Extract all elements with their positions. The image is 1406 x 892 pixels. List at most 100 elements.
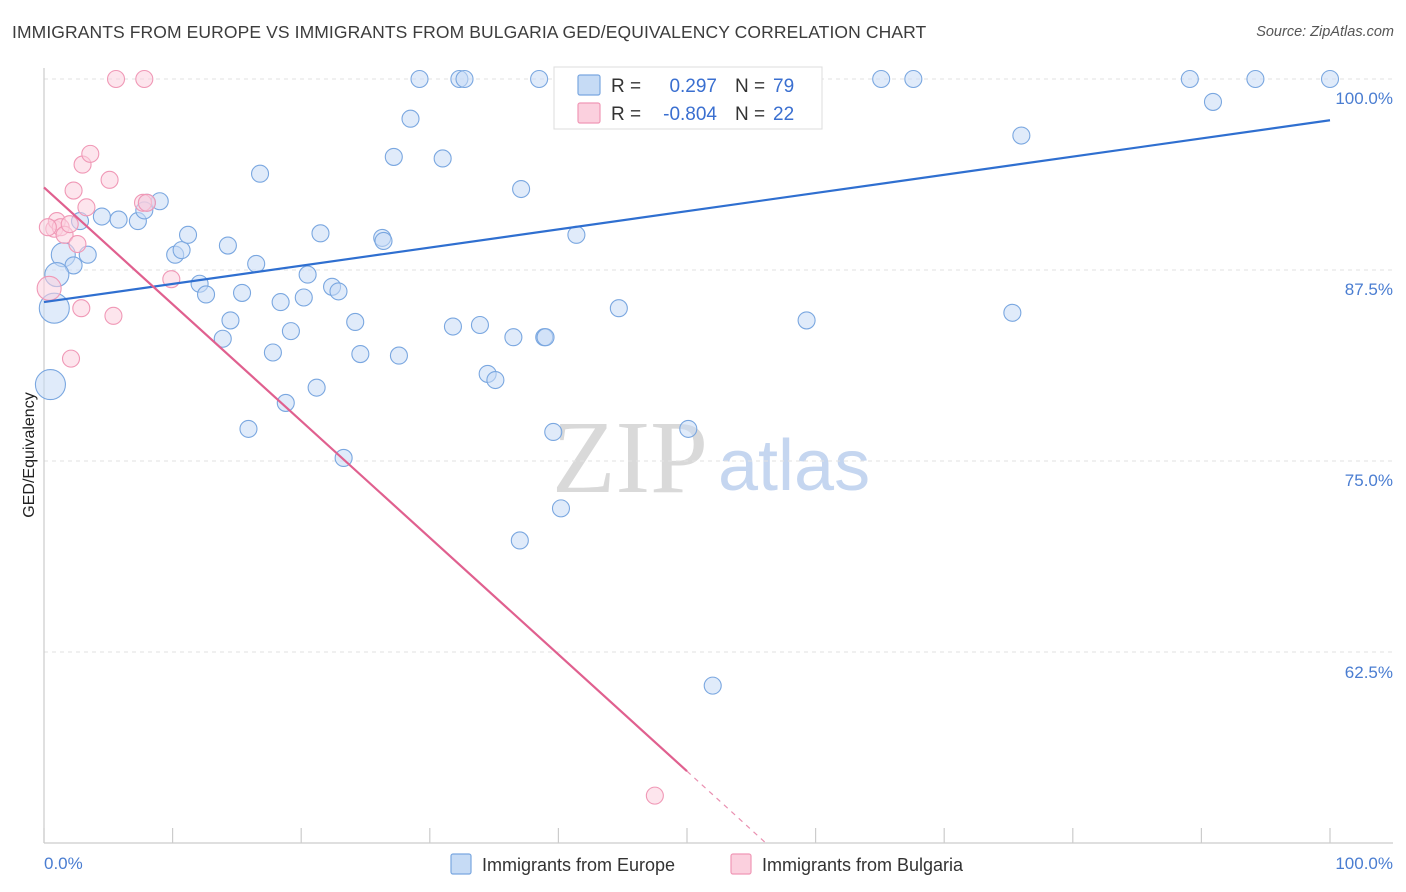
europe-point-67 xyxy=(872,69,891,89)
bulgaria-point-16 xyxy=(135,69,154,89)
europe-point-24 xyxy=(250,164,270,183)
europe-point-30 xyxy=(298,265,317,284)
stats-n-label-bulgaria: N = xyxy=(735,104,765,125)
europe-point-18 xyxy=(196,285,216,304)
chart-source: Source: ZipAtlas.com xyxy=(1256,24,1394,40)
europe-point-23 xyxy=(247,254,266,273)
europe-point-43 xyxy=(410,69,429,89)
stats-r-label-bulgaria: R = xyxy=(611,104,641,125)
europe-point-34 xyxy=(329,282,348,301)
watermark: ZIP atlas xyxy=(552,400,870,515)
europe-point-25 xyxy=(263,343,282,362)
europe-point-63 xyxy=(510,531,529,550)
europe-point-22 xyxy=(239,419,258,438)
europe-point-28 xyxy=(281,322,300,341)
europe-point-50 xyxy=(486,370,505,390)
y-tick-label-100: 100.0% xyxy=(1335,89,1393,108)
bulgaria-point-6 xyxy=(61,349,81,368)
europe-point-40 xyxy=(389,346,408,365)
stats-n-label-europe: N = xyxy=(735,76,765,97)
stats-legend: R = 0.297 N = 79 R = -0.804 N = 22 xyxy=(553,66,823,130)
europe-point-61 xyxy=(567,225,586,244)
y-axis-title: GED/Equivalency xyxy=(21,392,38,517)
x-ticks xyxy=(43,828,1331,843)
europe-point-69 xyxy=(1003,303,1022,322)
y-tick-label-75: 75.0% xyxy=(1345,471,1393,490)
europe-point-29 xyxy=(294,288,313,307)
europe-point-20 xyxy=(221,311,240,330)
stats-r-value-bulgaria: -0.804 xyxy=(663,104,717,125)
x-tick-label-0: 0.0% xyxy=(44,854,83,873)
europe-point-14 xyxy=(172,241,191,260)
europe-point-56 xyxy=(544,422,563,442)
x-tick-label-100: 100.0% xyxy=(1335,854,1393,873)
europe-trend-line xyxy=(43,119,1331,304)
europe-point-31 xyxy=(307,378,326,397)
europe-point-74 xyxy=(1320,69,1340,89)
bulgaria-point-14 xyxy=(104,306,123,325)
europe-point-44 xyxy=(433,149,452,168)
europe-point-62 xyxy=(609,299,628,318)
europe-point-0 xyxy=(34,369,66,401)
bulgaria-point-15 xyxy=(106,69,126,89)
bulgaria-point-0 xyxy=(36,275,62,301)
legend-swatch-bulgaria xyxy=(730,853,752,875)
europe-point-68 xyxy=(904,69,923,89)
stats-n-value-europe: 79 xyxy=(773,76,794,97)
europe-point-21 xyxy=(232,283,252,302)
europe-point-15 xyxy=(178,225,198,244)
chart-title: IMMIGRANTS FROM EUROPE VS IMMIGRANTS FRO… xyxy=(12,22,927,42)
series-bulgaria xyxy=(36,69,664,805)
europe-point-7 xyxy=(92,207,111,226)
watermark-atlas: atlas xyxy=(718,426,870,506)
europe-point-32 xyxy=(311,224,330,243)
europe-point-37 xyxy=(351,344,370,364)
europe-point-47 xyxy=(455,69,474,89)
europe-point-73 xyxy=(1180,69,1199,89)
bulgaria-point-7 xyxy=(64,181,83,200)
europe-point-45 xyxy=(443,317,462,336)
europe-point-48 xyxy=(470,315,490,335)
europe-point-70 xyxy=(1012,126,1031,145)
stats-legend-swatch-europe xyxy=(577,74,601,96)
legend-label-bulgaria: Immigrants from Bulgaria xyxy=(762,855,964,875)
europe-point-36 xyxy=(346,312,365,332)
europe-point-66 xyxy=(797,311,816,330)
bulgaria-point-9 xyxy=(72,299,91,318)
bulgaria-point-20 xyxy=(38,218,57,237)
europe-point-27 xyxy=(276,393,295,412)
bulgaria-trend-line xyxy=(43,186,688,772)
y-tick-labels: 100.0% 87.5% 75.0% 62.5% xyxy=(1335,89,1393,682)
europe-point-39 xyxy=(374,231,393,251)
europe-point-72 xyxy=(1246,69,1265,89)
europe-point-51 xyxy=(504,328,523,347)
legend-swatch-europe xyxy=(450,853,472,875)
gridlines xyxy=(44,78,1393,653)
bottom-legend: Immigrants from Europe Immigrants from B… xyxy=(450,853,964,875)
trend-lines xyxy=(43,119,1331,844)
y-tick-label-87.5: 87.5% xyxy=(1345,280,1393,299)
europe-point-41 xyxy=(384,147,403,166)
europe-point-57 xyxy=(551,499,571,518)
y-tick-label-62.5: 62.5% xyxy=(1345,663,1393,682)
bulgaria-point-13 xyxy=(100,170,119,189)
watermark-zip: ZIP xyxy=(552,400,708,515)
bulgaria-point-5 xyxy=(60,215,79,234)
bulgaria-point-21 xyxy=(645,786,664,805)
bulgaria-point-18 xyxy=(137,193,156,212)
europe-point-65 xyxy=(679,419,698,438)
bulgaria-point-12 xyxy=(81,144,100,163)
europe-point-8 xyxy=(109,210,128,229)
europe-point-55 xyxy=(536,328,555,347)
bulgaria-point-8 xyxy=(68,234,87,254)
legend-label-europe: Immigrants from Europe xyxy=(482,855,675,875)
europe-point-19 xyxy=(213,329,232,348)
europe-point-17 xyxy=(218,236,237,255)
stats-r-label-europe: R = xyxy=(611,76,641,97)
europe-point-71 xyxy=(1203,92,1223,111)
stats-n-value-bulgaria: 22 xyxy=(773,104,794,125)
bulgaria-trend-extension xyxy=(686,770,767,844)
series-europe xyxy=(34,69,1340,695)
europe-point-53 xyxy=(530,69,549,89)
